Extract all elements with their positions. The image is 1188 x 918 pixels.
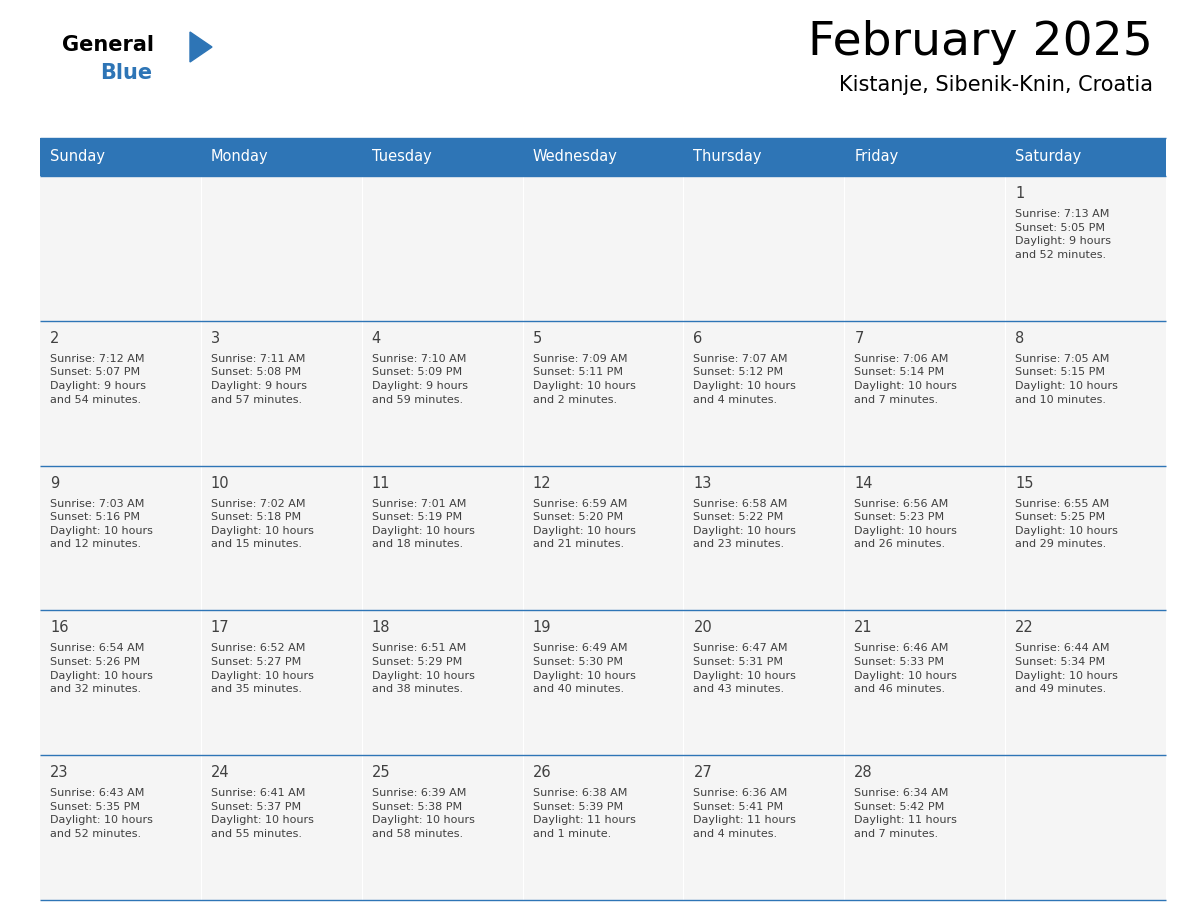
Text: 23: 23 (50, 766, 69, 780)
Text: Sunrise: 6:59 AM
Sunset: 5:20 PM
Daylight: 10 hours
and 21 minutes.: Sunrise: 6:59 AM Sunset: 5:20 PM Dayligh… (532, 498, 636, 549)
Text: Sunrise: 6:47 AM
Sunset: 5:31 PM
Daylight: 10 hours
and 43 minutes.: Sunrise: 6:47 AM Sunset: 5:31 PM Dayligh… (694, 644, 796, 694)
Text: Sunrise: 7:07 AM
Sunset: 5:12 PM
Daylight: 10 hours
and 4 minutes.: Sunrise: 7:07 AM Sunset: 5:12 PM Dayligh… (694, 353, 796, 405)
Text: Sunrise: 6:49 AM
Sunset: 5:30 PM
Daylight: 10 hours
and 40 minutes.: Sunrise: 6:49 AM Sunset: 5:30 PM Dayligh… (532, 644, 636, 694)
Text: Wednesday: Wednesday (532, 150, 618, 164)
Text: 20: 20 (694, 621, 712, 635)
Text: Tuesday: Tuesday (372, 150, 431, 164)
Text: Sunday: Sunday (50, 150, 105, 164)
Text: Blue: Blue (100, 63, 152, 83)
Bar (40, 465, 1165, 610)
Text: 13: 13 (694, 476, 712, 490)
Text: Sunrise: 6:52 AM
Sunset: 5:27 PM
Daylight: 10 hours
and 35 minutes.: Sunrise: 6:52 AM Sunset: 5:27 PM Dayligh… (210, 644, 314, 694)
Text: Sunrise: 7:03 AM
Sunset: 5:16 PM
Daylight: 10 hours
and 12 minutes.: Sunrise: 7:03 AM Sunset: 5:16 PM Dayligh… (50, 498, 153, 549)
Text: 26: 26 (532, 766, 551, 780)
Text: Sunrise: 6:51 AM
Sunset: 5:29 PM
Daylight: 10 hours
and 38 minutes.: Sunrise: 6:51 AM Sunset: 5:29 PM Dayligh… (372, 644, 474, 694)
Bar (40, 320, 1165, 465)
Text: Sunrise: 6:41 AM
Sunset: 5:37 PM
Daylight: 10 hours
and 55 minutes.: Sunrise: 6:41 AM Sunset: 5:37 PM Dayligh… (210, 789, 314, 839)
Text: Sunrise: 6:34 AM
Sunset: 5:42 PM
Daylight: 11 hours
and 7 minutes.: Sunrise: 6:34 AM Sunset: 5:42 PM Dayligh… (854, 789, 958, 839)
Text: Sunrise: 6:58 AM
Sunset: 5:22 PM
Daylight: 10 hours
and 23 minutes.: Sunrise: 6:58 AM Sunset: 5:22 PM Dayligh… (694, 498, 796, 549)
Text: Sunrise: 6:38 AM
Sunset: 5:39 PM
Daylight: 11 hours
and 1 minute.: Sunrise: 6:38 AM Sunset: 5:39 PM Dayligh… (532, 789, 636, 839)
Text: Kistanje, Sibenik-Knin, Croatia: Kistanje, Sibenik-Knin, Croatia (839, 75, 1154, 95)
Bar (40, 610, 1165, 756)
Text: 14: 14 (854, 476, 873, 490)
Text: Sunrise: 7:13 AM
Sunset: 5:05 PM
Daylight: 9 hours
and 52 minutes.: Sunrise: 7:13 AM Sunset: 5:05 PM Dayligh… (1015, 209, 1111, 260)
Text: 7: 7 (854, 330, 864, 346)
Text: 5: 5 (532, 330, 542, 346)
Text: 4: 4 (372, 330, 381, 346)
Text: Sunrise: 7:12 AM
Sunset: 5:07 PM
Daylight: 9 hours
and 54 minutes.: Sunrise: 7:12 AM Sunset: 5:07 PM Dayligh… (50, 353, 146, 405)
Polygon shape (190, 32, 211, 62)
Text: Sunrise: 6:44 AM
Sunset: 5:34 PM
Daylight: 10 hours
and 49 minutes.: Sunrise: 6:44 AM Sunset: 5:34 PM Dayligh… (1015, 644, 1118, 694)
Text: February 2025: February 2025 (808, 20, 1154, 65)
Text: Sunrise: 7:11 AM
Sunset: 5:08 PM
Daylight: 9 hours
and 57 minutes.: Sunrise: 7:11 AM Sunset: 5:08 PM Dayligh… (210, 353, 307, 405)
Text: Sunrise: 7:02 AM
Sunset: 5:18 PM
Daylight: 10 hours
and 15 minutes.: Sunrise: 7:02 AM Sunset: 5:18 PM Dayligh… (210, 498, 314, 549)
Text: Saturday: Saturday (1015, 150, 1081, 164)
Text: Sunrise: 7:06 AM
Sunset: 5:14 PM
Daylight: 10 hours
and 7 minutes.: Sunrise: 7:06 AM Sunset: 5:14 PM Dayligh… (854, 353, 958, 405)
Text: 24: 24 (210, 766, 229, 780)
Bar (40, 138, 1165, 176)
Text: Sunrise: 6:43 AM
Sunset: 5:35 PM
Daylight: 10 hours
and 52 minutes.: Sunrise: 6:43 AM Sunset: 5:35 PM Dayligh… (50, 789, 153, 839)
Text: 2: 2 (50, 330, 59, 346)
Text: 8: 8 (1015, 330, 1024, 346)
Text: 9: 9 (50, 476, 59, 490)
Text: Friday: Friday (854, 150, 898, 164)
Text: General: General (62, 35, 154, 55)
Text: Sunrise: 6:46 AM
Sunset: 5:33 PM
Daylight: 10 hours
and 46 minutes.: Sunrise: 6:46 AM Sunset: 5:33 PM Dayligh… (854, 644, 958, 694)
Text: 12: 12 (532, 476, 551, 490)
Text: Sunrise: 7:05 AM
Sunset: 5:15 PM
Daylight: 10 hours
and 10 minutes.: Sunrise: 7:05 AM Sunset: 5:15 PM Dayligh… (1015, 353, 1118, 405)
Text: 15: 15 (1015, 476, 1034, 490)
Text: Monday: Monday (210, 150, 268, 164)
Text: 22: 22 (1015, 621, 1034, 635)
Text: 25: 25 (372, 766, 391, 780)
Text: Sunrise: 7:09 AM
Sunset: 5:11 PM
Daylight: 10 hours
and 2 minutes.: Sunrise: 7:09 AM Sunset: 5:11 PM Dayligh… (532, 353, 636, 405)
Bar (40, 756, 1165, 900)
Text: Sunrise: 6:56 AM
Sunset: 5:23 PM
Daylight: 10 hours
and 26 minutes.: Sunrise: 6:56 AM Sunset: 5:23 PM Dayligh… (854, 498, 958, 549)
Text: 10: 10 (210, 476, 229, 490)
Text: 17: 17 (210, 621, 229, 635)
Text: Sunrise: 6:55 AM
Sunset: 5:25 PM
Daylight: 10 hours
and 29 minutes.: Sunrise: 6:55 AM Sunset: 5:25 PM Dayligh… (1015, 498, 1118, 549)
Text: Sunrise: 7:01 AM
Sunset: 5:19 PM
Daylight: 10 hours
and 18 minutes.: Sunrise: 7:01 AM Sunset: 5:19 PM Dayligh… (372, 498, 474, 549)
Text: 16: 16 (50, 621, 69, 635)
Text: Sunrise: 6:36 AM
Sunset: 5:41 PM
Daylight: 11 hours
and 4 minutes.: Sunrise: 6:36 AM Sunset: 5:41 PM Dayligh… (694, 789, 796, 839)
Text: 6: 6 (694, 330, 702, 346)
Text: Sunrise: 6:39 AM
Sunset: 5:38 PM
Daylight: 10 hours
and 58 minutes.: Sunrise: 6:39 AM Sunset: 5:38 PM Dayligh… (372, 789, 474, 839)
Text: 27: 27 (694, 766, 712, 780)
Text: Sunrise: 6:54 AM
Sunset: 5:26 PM
Daylight: 10 hours
and 32 minutes.: Sunrise: 6:54 AM Sunset: 5:26 PM Dayligh… (50, 644, 153, 694)
Text: Sunrise: 7:10 AM
Sunset: 5:09 PM
Daylight: 9 hours
and 59 minutes.: Sunrise: 7:10 AM Sunset: 5:09 PM Dayligh… (372, 353, 468, 405)
Text: Thursday: Thursday (694, 150, 762, 164)
Text: 28: 28 (854, 766, 873, 780)
Text: 11: 11 (372, 476, 390, 490)
Bar (40, 176, 1165, 320)
Text: 1: 1 (1015, 186, 1024, 201)
Text: 19: 19 (532, 621, 551, 635)
Text: 21: 21 (854, 621, 873, 635)
Text: 18: 18 (372, 621, 390, 635)
Text: 3: 3 (210, 330, 220, 346)
